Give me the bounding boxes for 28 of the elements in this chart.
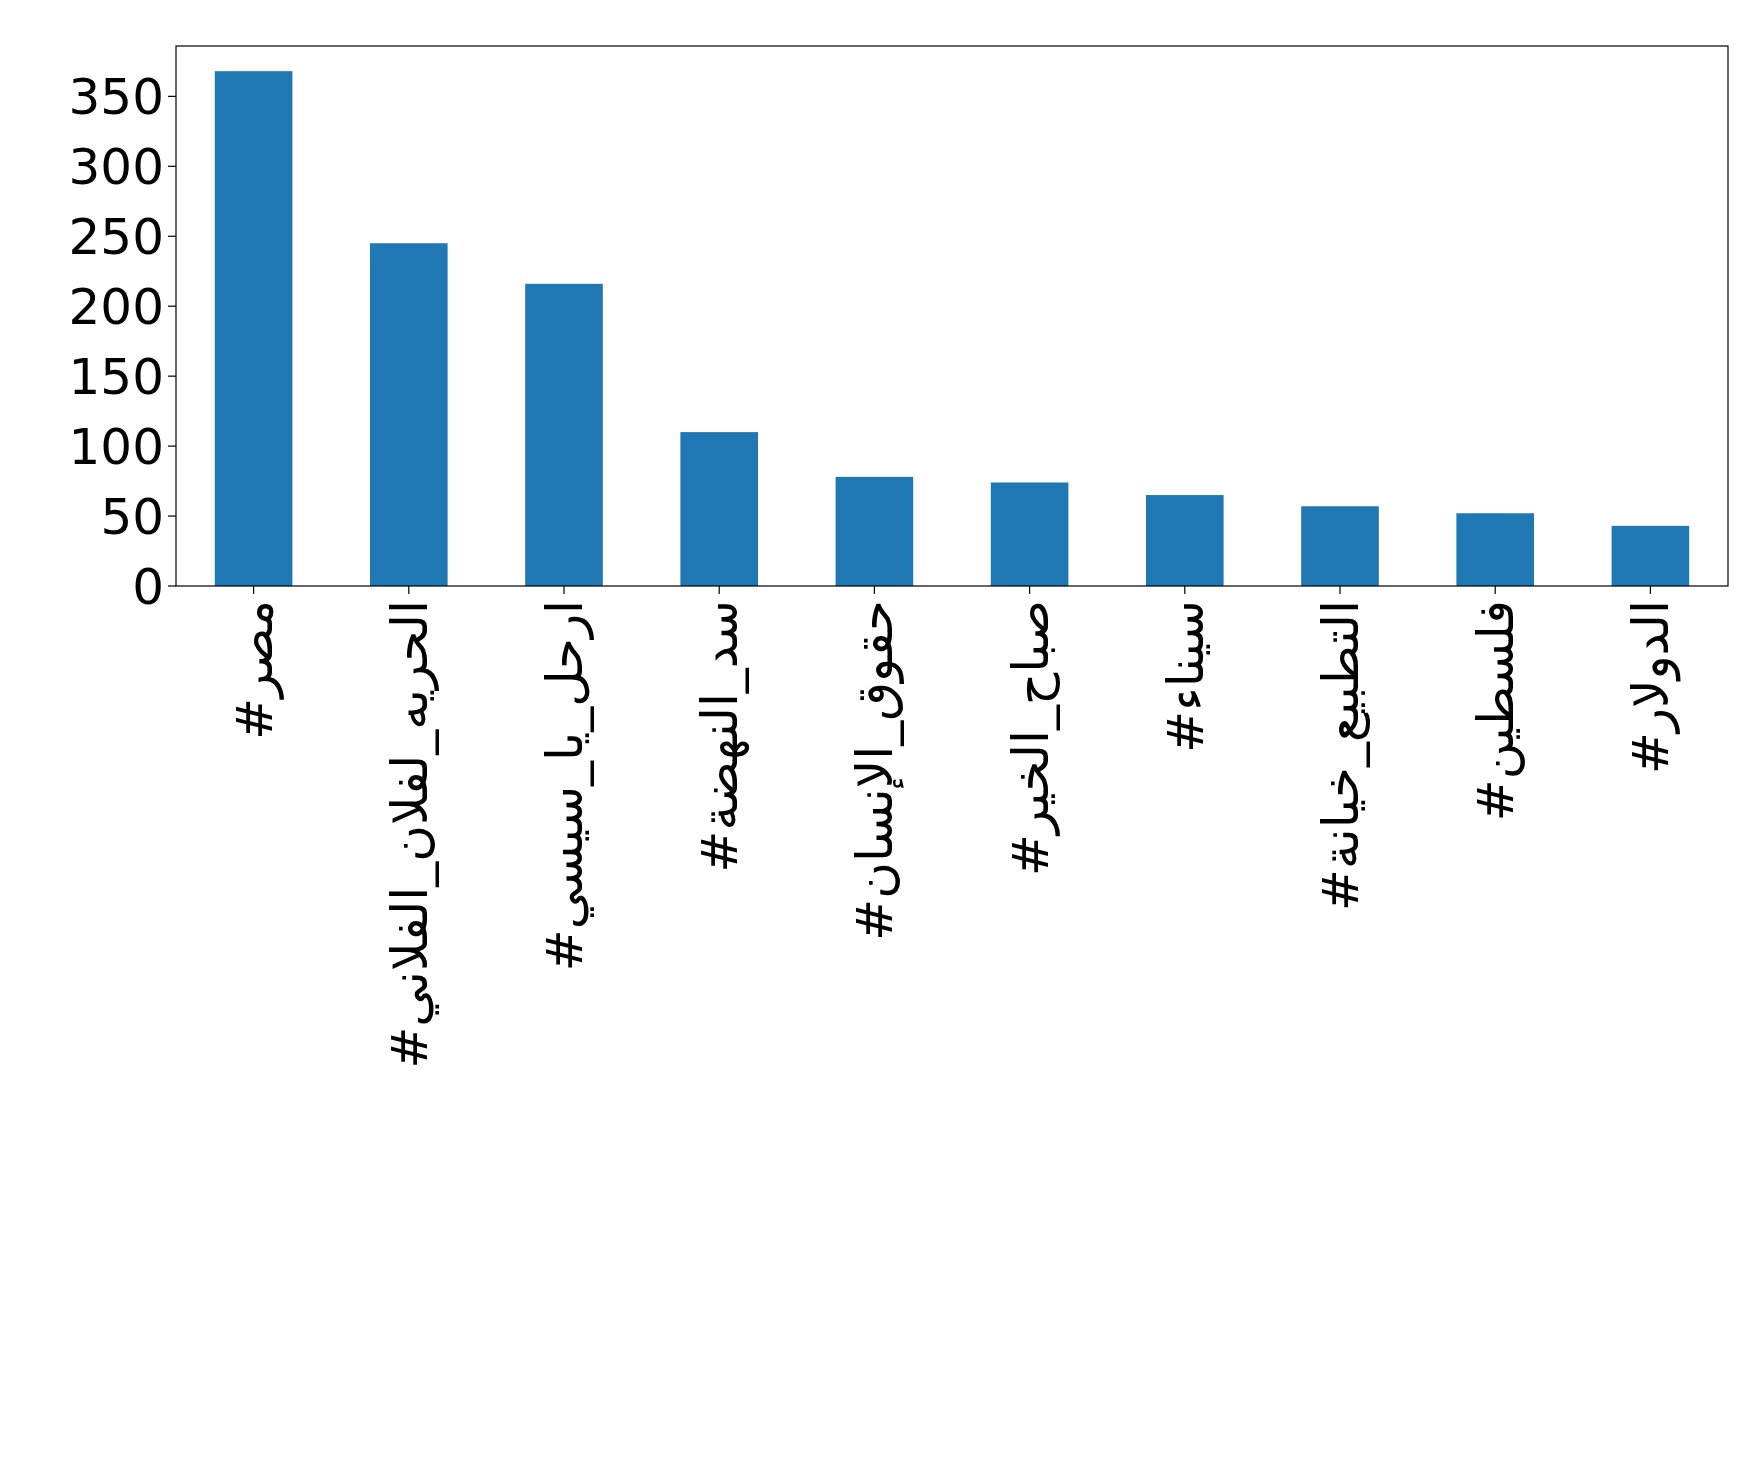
y-tick-label: 100 [68,418,164,477]
x-tick-label: #الحريه_لفلان_الفلاني [380,600,439,1069]
x-tick-label: #صباح_الخير [1001,600,1060,877]
y-tick-label: 0 [132,558,164,616]
bar [370,243,448,586]
bar [1456,513,1534,586]
bar [214,71,293,586]
bar [835,476,914,586]
x-tick-label: #الدولار [1622,600,1682,775]
y-tick-label: 300 [68,138,164,197]
y-tick-label: 50 [100,488,164,547]
y-tick-label: 150 [68,348,164,407]
bar [1146,495,1224,586]
x-tick-label: #فلسطين [1467,600,1526,822]
x-tick-label: #سد_النهضة [691,600,751,873]
x-tick-label: #حقوق_الإنسان [846,600,905,941]
y-tick-label: 250 [68,208,164,267]
y-tick-label: 200 [68,278,164,337]
bar [525,283,603,586]
y-tick-label: 350 [68,68,164,127]
bar [1301,506,1379,586]
x-tick-label: #التطبيع_خيانة [1312,600,1371,911]
x-tick-label: #سيناء [1156,600,1215,753]
x-tick-label: #ارحل_يا_سيسي [536,600,594,972]
bar [680,432,758,586]
bar [1611,525,1690,586]
bar [990,482,1069,586]
x-tick-label: #مصر [225,600,284,740]
